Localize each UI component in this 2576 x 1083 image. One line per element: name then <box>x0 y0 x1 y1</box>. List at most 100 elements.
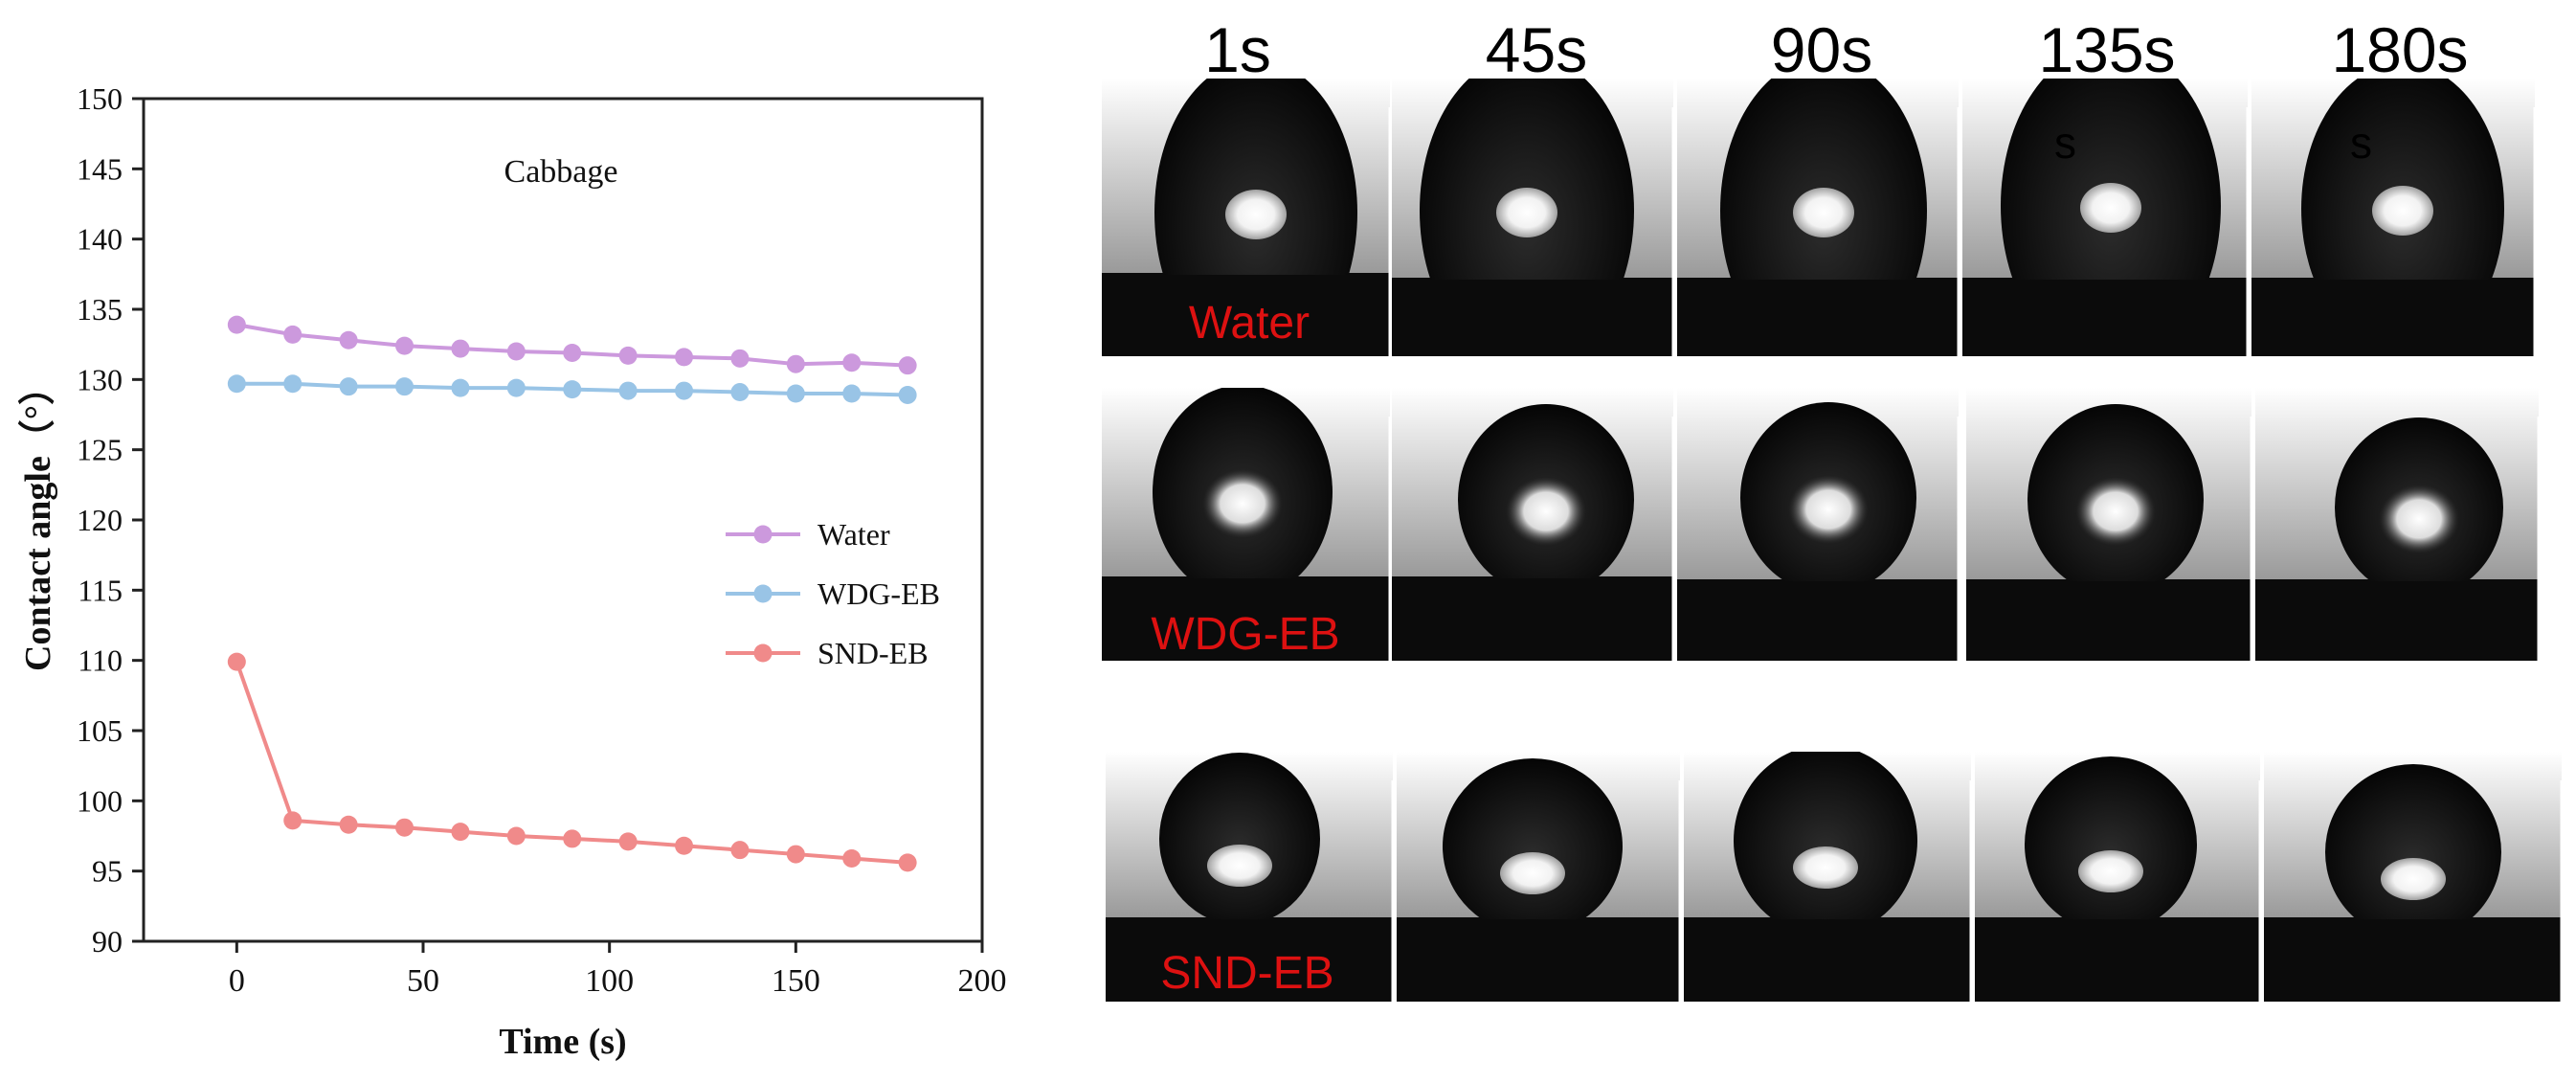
droplet <box>2335 417 2503 581</box>
droplet-photo <box>1392 79 1675 356</box>
y-tick-label: 135 <box>77 292 123 327</box>
data-point <box>283 374 302 394</box>
data-point <box>786 384 805 403</box>
droplet <box>2027 404 2204 581</box>
droplet-body <box>2325 764 2501 919</box>
droplet-highlight <box>1225 190 1287 239</box>
droplet-body <box>2301 79 2504 280</box>
substrate <box>2255 579 2539 661</box>
data-point <box>618 381 638 400</box>
droplet <box>2301 79 2504 280</box>
substrate <box>1102 576 1390 661</box>
substrate <box>1684 917 1971 1002</box>
droplet-highlight <box>2080 183 2141 233</box>
droplet-body <box>1154 79 1357 275</box>
droplet-highlight <box>1500 852 1565 894</box>
droplet <box>2025 756 2197 919</box>
time-labels: 1s 45s 90s 135s 180s <box>1204 14 2468 85</box>
substrate <box>1106 917 1393 1002</box>
y-tick-label: 125 <box>77 433 123 467</box>
legend: Water WDG-EB SND-EB <box>726 517 940 670</box>
substrate <box>1392 278 1673 356</box>
data-point <box>283 811 302 830</box>
y-tick-label: 105 <box>77 713 123 748</box>
data-point <box>395 818 414 837</box>
data-point <box>451 378 470 397</box>
data-point <box>730 349 750 368</box>
data-point <box>339 377 358 396</box>
droplet <box>1443 758 1623 919</box>
y-axis-label: Contact angle（°） <box>18 369 58 671</box>
substrate <box>1677 278 1959 356</box>
substrate <box>2264 917 2562 1002</box>
droplet-highlight <box>2078 850 2143 892</box>
droplet-photo <box>1102 79 1392 356</box>
photo-row-water <box>1102 79 2537 356</box>
droplet-photo <box>1106 752 1395 1002</box>
data-point <box>506 342 526 361</box>
droplet-photo-panel: 1s 45s 90s 135s 180s s s Water WDG-EB SND-EB <box>1102 14 2564 1002</box>
droplet-body <box>2001 79 2221 280</box>
x-axis: 0 50 100 150 200 <box>229 941 1007 999</box>
legend-label: WDG-EB <box>818 576 940 611</box>
droplet-highlight <box>1793 188 1854 237</box>
photo-row-snd-eb <box>1106 752 2564 1002</box>
data-point <box>786 354 805 373</box>
droplet-photo <box>2251 79 2537 356</box>
y-tick-label: 115 <box>78 573 123 607</box>
data-point <box>227 315 246 334</box>
data-point <box>339 330 358 350</box>
photo-row-wdg-eb <box>1102 388 2541 661</box>
data-point <box>563 343 582 362</box>
droplet <box>1720 79 1927 280</box>
y-tick-label: 90 <box>92 924 123 959</box>
droplet-photo <box>1677 79 1960 356</box>
data-point <box>618 346 638 365</box>
x-tick-label: 150 <box>772 963 820 999</box>
substrate <box>1392 576 1673 661</box>
legend-marker <box>753 584 773 603</box>
droplet <box>1740 402 1916 581</box>
y-tick-label: 150 <box>77 81 123 116</box>
droplet-highlight <box>2075 477 2156 546</box>
data-point <box>506 378 526 397</box>
droplet-highlight <box>1496 188 1557 237</box>
contact-angle-chart: 0 50 100 150 200 90 95 100 105 110 115 120 125 130 13… <box>18 81 1007 1062</box>
time-label: 180s <box>2331 14 2468 85</box>
legend-label: SND-EB <box>818 636 929 670</box>
substrate <box>1102 273 1390 356</box>
data-point <box>451 339 470 358</box>
data-point <box>842 384 862 403</box>
data-point <box>898 385 917 404</box>
data-point <box>227 652 246 671</box>
series-wdg-eb <box>227 374 917 404</box>
droplet-photo <box>2264 752 2564 1002</box>
droplet-photo <box>1397 752 1682 1002</box>
substrate <box>1397 917 1680 1002</box>
data-point <box>675 348 694 367</box>
droplet-photo <box>1975 752 2262 1002</box>
droplet-highlight <box>1506 477 1586 546</box>
data-point <box>339 815 358 834</box>
data-point <box>675 836 694 855</box>
stray-mark: s <box>2054 118 2076 168</box>
data-point <box>506 826 526 846</box>
droplet-body <box>1159 753 1320 919</box>
droplet-highlight <box>1788 475 1869 544</box>
y-tick-label: 95 <box>92 854 123 889</box>
droplet-body <box>1443 758 1623 919</box>
row-label: WDG-EB <box>1151 609 1339 660</box>
substrate <box>1962 278 2248 356</box>
x-axis-label: Time (s) <box>499 1022 626 1062</box>
y-axis: 90 95 100 105 110 115 120 125 130 135 140 145 150 <box>77 81 144 959</box>
droplet <box>1734 752 1917 919</box>
data-point <box>395 336 414 355</box>
data-point <box>842 848 862 868</box>
series-snd-eb <box>227 652 917 872</box>
data-point <box>618 832 638 851</box>
data-point <box>730 841 750 860</box>
droplet <box>2325 764 2501 919</box>
data-point <box>898 356 917 375</box>
data-point <box>283 325 302 344</box>
series-layer <box>227 315 917 872</box>
